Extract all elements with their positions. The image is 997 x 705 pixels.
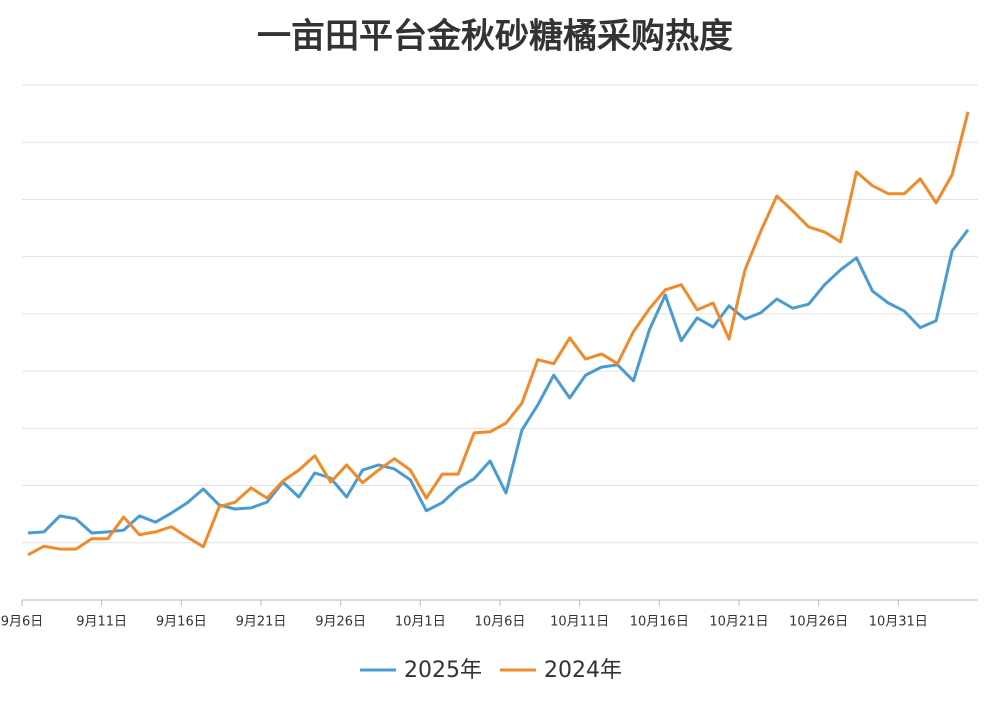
x-tick-label: 10月11日 xyxy=(550,615,609,630)
line-series xyxy=(27,228,970,535)
x-tick-label: 10月16日 xyxy=(630,615,689,630)
x-tick-label: 10月31日 xyxy=(869,615,928,630)
line-series xyxy=(27,111,970,557)
x-tick-label: 10月6日 xyxy=(475,615,526,630)
x-tick-label: 9月26日 xyxy=(315,615,366,630)
x-tick-label: 9月16日 xyxy=(156,615,207,630)
x-tick-label: 9月21日 xyxy=(236,615,287,630)
x-tick-label: 9月11日 xyxy=(76,615,127,630)
legend-label: 2025年 xyxy=(404,658,482,683)
x-tick-label: 10月26日 xyxy=(789,615,848,630)
x-tick-label: 10月1日 xyxy=(395,615,446,630)
legend-label: 2024年 xyxy=(544,658,622,683)
chart-title: 一亩田平台金秋砂糖橘采购热度 xyxy=(257,17,733,57)
x-tick-label: 10月21日 xyxy=(709,615,768,630)
x-tick-label: 9月6日 xyxy=(1,615,44,630)
